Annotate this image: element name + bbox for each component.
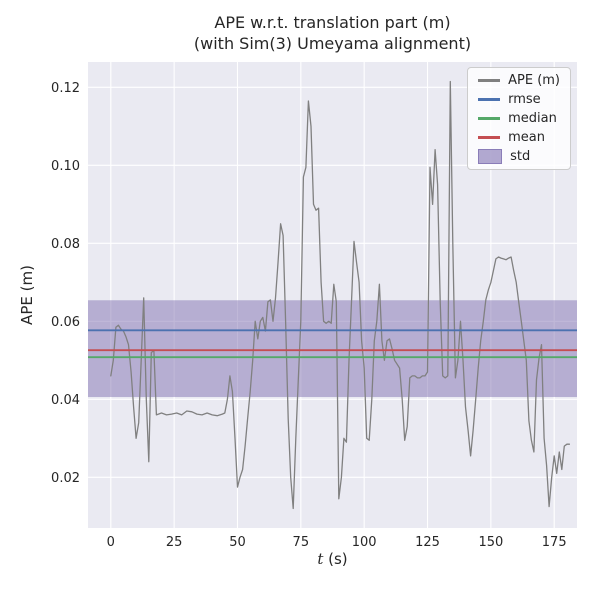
legend-line-swatch xyxy=(478,117,501,120)
legend-item: mean xyxy=(478,130,560,145)
legend: APE (m) rmse median mean std xyxy=(467,67,571,170)
legend-label: std xyxy=(510,149,531,164)
y-tick-label: 0.08 xyxy=(51,237,80,252)
y-tick-label: 0.10 xyxy=(51,159,80,174)
chart-title-line2: (with Sim(3) Umeyama alignment) xyxy=(193,34,472,53)
legend-label: rmse xyxy=(508,92,541,107)
legend-line-swatch xyxy=(478,136,501,139)
legend-item: std xyxy=(478,149,560,164)
legend-item: median xyxy=(478,111,560,126)
legend-item: rmse xyxy=(478,92,560,107)
chart-title-line1: APE w.r.t. translation part (m) xyxy=(214,13,451,32)
x-tick-label: 75 xyxy=(293,535,310,550)
legend-label: APE (m) xyxy=(508,73,560,88)
x-axis-label: t (s) xyxy=(88,550,577,568)
ape-line xyxy=(110,80,571,510)
x-tick-label: 150 xyxy=(478,535,503,550)
y-tick-label: 0.06 xyxy=(51,315,80,330)
x-tick-label: 25 xyxy=(166,535,183,550)
x-axis-symbol: t xyxy=(317,550,324,568)
x-tick-label: 50 xyxy=(229,535,246,550)
x-tick-label: 125 xyxy=(415,535,440,550)
y-axis-label: APE (m) xyxy=(18,265,36,325)
x-tick-label: 100 xyxy=(352,535,377,550)
x-tick-label: 0 xyxy=(107,535,115,550)
legend-line-swatch xyxy=(478,79,501,82)
legend-item: APE (m) xyxy=(478,73,560,88)
legend-label: median xyxy=(508,111,557,126)
y-tick-label: 0.04 xyxy=(51,393,80,408)
y-tick-label: 0.02 xyxy=(51,471,80,486)
legend-label: mean xyxy=(508,130,545,145)
std-band xyxy=(88,300,577,397)
y-tick-label: 0.12 xyxy=(51,81,80,96)
x-tick-label: 175 xyxy=(542,535,567,550)
x-axis-unit: (s) xyxy=(323,550,348,568)
legend-line-swatch xyxy=(478,98,501,101)
chart-title: APE w.r.t. translation part (m) (with Si… xyxy=(88,12,577,54)
legend-patch-swatch xyxy=(478,149,503,164)
